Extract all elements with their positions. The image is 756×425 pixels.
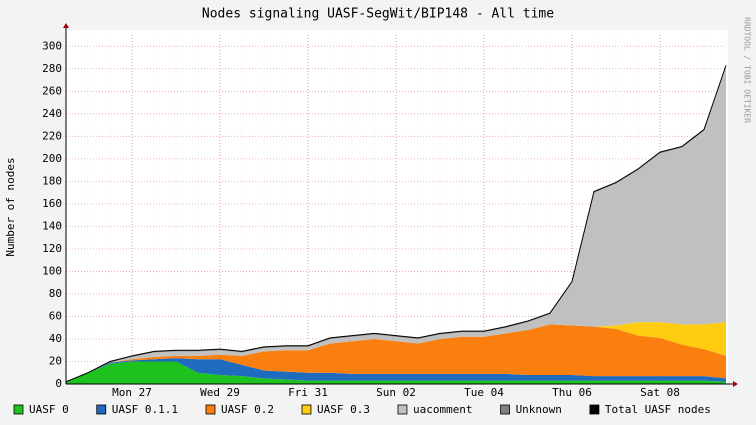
legend-swatch	[96, 404, 107, 415]
area	[66, 322, 726, 382]
y-tick-label: 220	[42, 129, 62, 142]
x-tick-label: Thu 06	[552, 386, 592, 399]
y-tick-label: 260	[42, 84, 62, 97]
legend-label: Total UASF nodes	[605, 403, 711, 416]
y-tick-label: 120	[42, 242, 62, 255]
legend-swatch	[205, 404, 216, 415]
y-tick-label: 40	[49, 332, 62, 345]
legend-swatch	[500, 404, 510, 415]
area	[66, 358, 726, 382]
total-line	[65, 65, 727, 383]
axis-arrow	[63, 23, 69, 28]
y-tick-label: 0	[55, 377, 62, 390]
y-tick-label: 300	[42, 39, 62, 52]
legend-label: UASF 0.1.1	[112, 403, 178, 416]
x-tick-label: Sun 02	[376, 386, 416, 399]
y-tick-label: 240	[42, 107, 62, 120]
y-tick-label: 180	[42, 174, 62, 187]
x-tick-label: Wed 29	[200, 386, 240, 399]
x-tick-label: Sat 08	[640, 386, 680, 399]
y-tick-label: 280	[42, 62, 62, 75]
legend-label: UASF 0.2	[221, 403, 274, 416]
side-note: RRDTOOL / TOBI OETIKER	[743, 17, 752, 123]
y-tick-label: 80	[49, 287, 62, 300]
legend-label: UASF 0.3	[317, 403, 370, 416]
x-tick-label: Fri 31	[288, 386, 328, 399]
y-tick-label: 20	[49, 354, 62, 367]
y-tick-label: 60	[49, 309, 62, 322]
area	[66, 324, 726, 382]
legend-swatch	[397, 404, 408, 415]
legend-swatch	[589, 404, 600, 415]
legend-label: UASF 0	[29, 403, 69, 416]
legend-label: Unknown	[516, 403, 562, 416]
area	[66, 361, 726, 384]
y-tick-label: 160	[42, 197, 62, 210]
legend-swatch	[301, 404, 312, 415]
y-axis-label: Number of nodes	[4, 157, 17, 256]
area	[66, 66, 726, 382]
x-tick-label: Mon 27	[112, 386, 152, 399]
legend-label: uacomment	[413, 403, 473, 416]
x-tick-label: Tue 04	[464, 386, 504, 399]
y-tick-label: 200	[42, 152, 62, 165]
legend-swatch	[13, 404, 24, 415]
y-tick-label: 140	[42, 219, 62, 232]
axis-arrow	[733, 381, 738, 387]
y-tick-label: 100	[42, 264, 62, 277]
chart-title: Nodes signaling UASF-SegWit/BIP148 - All…	[202, 7, 554, 22]
